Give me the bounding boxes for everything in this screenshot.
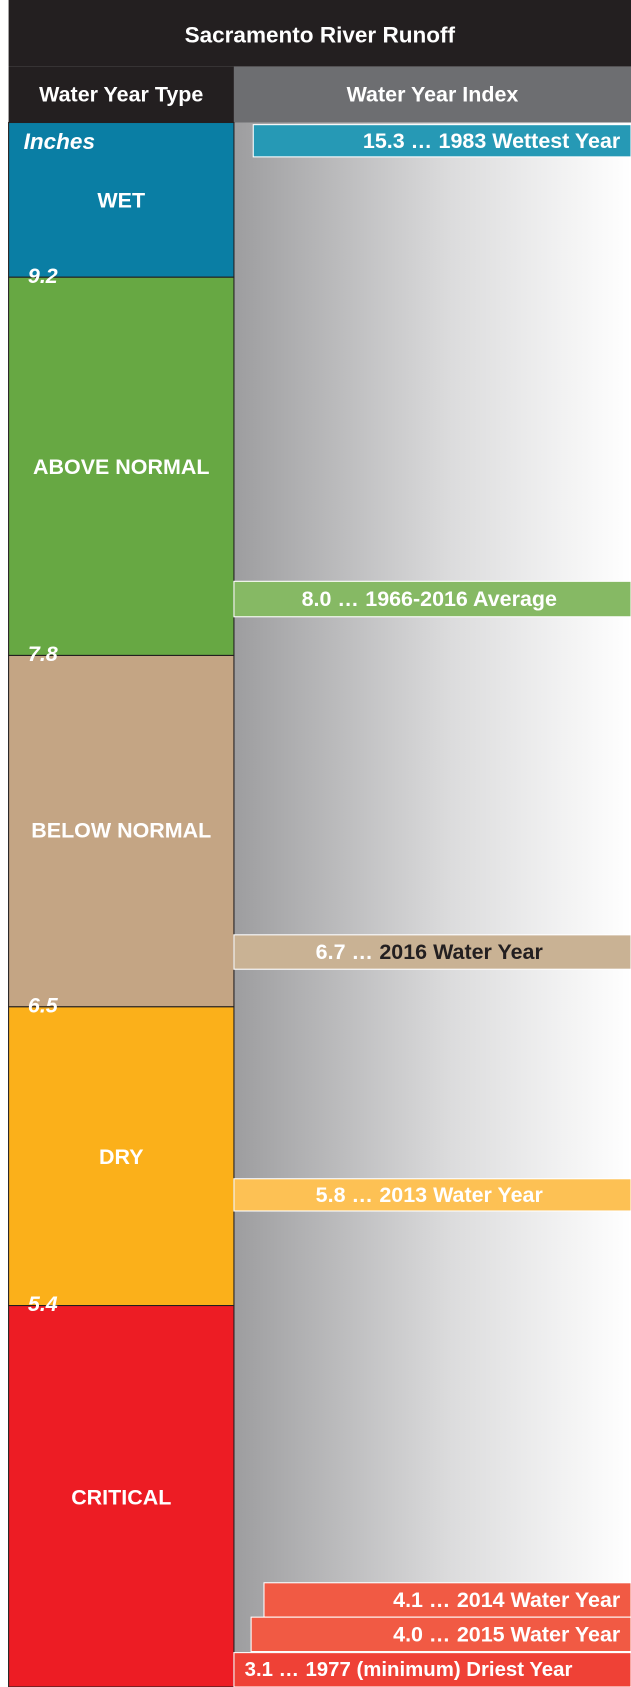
marker-band	[250, 1616, 631, 1653]
type-label: BELOW NORMAL	[31, 818, 211, 842]
type-band	[8, 276, 235, 656]
marker-band	[233, 1178, 631, 1212]
marker-band	[252, 124, 631, 158]
type-header	[8, 66, 234, 123]
type-band	[8, 1305, 235, 1687]
marker-text: 3.1 … 1977 (minimum) Driest Year	[245, 1659, 573, 1681]
marker-value: 8.0 …	[302, 587, 359, 611]
marker-band	[233, 934, 631, 970]
marker-label: 2016 Water Year	[379, 940, 543, 964]
type-band	[8, 121, 235, 278]
marker-label: 2013 Water Year	[379, 1183, 543, 1207]
marker-text: 5.8 … 2013 Water Year	[316, 1183, 544, 1207]
threshold-label: 5.4	[28, 1292, 58, 1316]
marker-value: 3.1 …	[245, 1659, 299, 1681]
title-bar	[8, 0, 631, 67]
marker-text: 4.1 … 2014 Water Year	[393, 1588, 621, 1612]
threshold-label: 9.2	[28, 264, 58, 288]
marker-label: 1983 Wettest Year	[439, 129, 621, 153]
type-label: ABOVE NORMAL	[33, 455, 209, 479]
marker-label: 2015 Water Year	[457, 1622, 621, 1646]
threshold-label: 6.5	[28, 993, 59, 1017]
marker-value: 6.7 …	[316, 940, 373, 964]
marker-value: 4.0 …	[393, 1622, 450, 1646]
marker-band	[233, 1652, 631, 1687]
title: Sacramento River Runoff	[185, 22, 456, 47]
marker-text: 4.0 … 2015 Water Year	[393, 1622, 621, 1646]
index-panel	[233, 122, 631, 1687]
threshold-label: 7.8	[28, 642, 58, 666]
unit-label: Inches	[24, 129, 95, 154]
type-band	[8, 654, 235, 1008]
marker-value: 4.1 …	[393, 1588, 450, 1612]
marker-text: 6.7 … 2016 Water Year	[316, 940, 544, 964]
type-label: DRY	[99, 1145, 144, 1169]
marker-label: 1966-2016 Average	[365, 587, 557, 611]
marker-band	[233, 580, 631, 618]
marker-label: 2014 Water Year	[457, 1588, 621, 1612]
marker-text: 15.3 … 1983 Wettest Year	[363, 129, 621, 153]
type-band	[8, 1006, 235, 1307]
type-header-text: Water Year Type	[39, 82, 203, 106]
type-label: WET	[97, 189, 145, 213]
marker-label: 1977 (minimum) Driest Year	[305, 1659, 572, 1681]
index-header	[233, 66, 631, 123]
index-header-text: Water Year Index	[347, 82, 519, 106]
marker-text: 8.0 … 1966-2016 Average	[302, 587, 557, 611]
marker-value: 5.8 …	[316, 1183, 373, 1207]
type-label: CRITICAL	[71, 1486, 171, 1510]
marker-band	[263, 1582, 631, 1618]
marker-value: 15.3 …	[363, 129, 432, 153]
